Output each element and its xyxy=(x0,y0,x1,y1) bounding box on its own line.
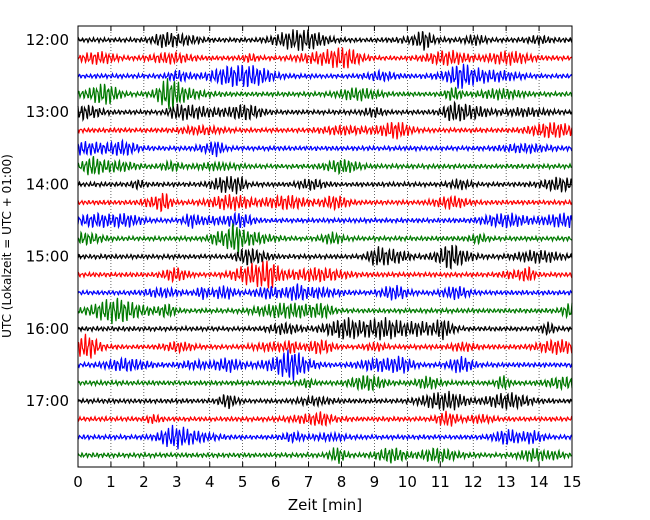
seismic-traces xyxy=(77,29,573,465)
trace-1645 xyxy=(77,374,573,392)
x-tick-label: 2 xyxy=(139,473,149,491)
y-tick-label: 16:00 xyxy=(26,320,69,338)
trace-1430 xyxy=(77,211,573,230)
trace-1700 xyxy=(77,390,573,411)
trace-1345 xyxy=(77,155,573,176)
x-tick-label: 8 xyxy=(337,473,347,491)
x-tick-label: 6 xyxy=(271,473,281,491)
trace-1445 xyxy=(77,223,573,255)
y-axis-ticks: 12:00 13:00 14:00 15:00 16:00 17:00 xyxy=(26,31,572,410)
x-tick-label: 14 xyxy=(530,473,549,491)
y-axis-label: UTC (Lokalzeit = UTC + 01:00) xyxy=(0,154,14,338)
x-tick-label: 5 xyxy=(238,473,248,491)
x-tick-label: 9 xyxy=(370,473,380,491)
trace-1315 xyxy=(77,121,573,140)
trace-1330 xyxy=(77,138,573,158)
x-axis-label: Zeit [min] xyxy=(288,496,362,514)
x-tick-label: 7 xyxy=(304,473,314,491)
trace-1215 xyxy=(77,47,573,69)
trace-1730 xyxy=(77,424,573,450)
trace-1630 xyxy=(77,349,573,381)
y-tick-label: 15:00 xyxy=(26,248,69,266)
x-tick-label: 15 xyxy=(562,473,581,491)
trace-1745 xyxy=(77,447,573,465)
x-tick-label: 13 xyxy=(497,473,516,491)
x-tick-label: 0 xyxy=(73,473,83,491)
x-axis-ticks: 0 1 2 3 4 5 6 7 8 9 10 11 12 13 14 15 xyxy=(73,26,582,491)
x-tick-label: 11 xyxy=(431,473,450,491)
trace-1515 xyxy=(77,260,573,289)
x-tick-label: 4 xyxy=(205,473,215,491)
x-tick-label: 3 xyxy=(172,473,182,491)
y-tick-label: 14:00 xyxy=(26,175,69,193)
trace-1245 xyxy=(77,78,573,111)
trace-1545 xyxy=(77,297,573,325)
trace-1230 xyxy=(77,63,573,89)
trace-1415 xyxy=(77,192,573,213)
y-tick-label: 17:00 xyxy=(26,392,69,410)
x-tick-label: 12 xyxy=(464,473,483,491)
plot-frame xyxy=(77,25,573,468)
trace-1200 xyxy=(77,29,573,51)
trace-1600 xyxy=(77,317,573,341)
trace-1530 xyxy=(77,283,573,301)
y-tick-label: 12:00 xyxy=(26,31,69,49)
trace-1400 xyxy=(77,176,573,195)
trace-1715 xyxy=(77,410,573,428)
trace-1500 xyxy=(77,244,573,270)
trace-1615 xyxy=(77,333,573,359)
y-tick-label: 13:00 xyxy=(26,103,69,121)
trace-1300 xyxy=(77,100,573,122)
x-tick-label: 1 xyxy=(106,473,116,491)
x-tick-label: 10 xyxy=(398,473,417,491)
